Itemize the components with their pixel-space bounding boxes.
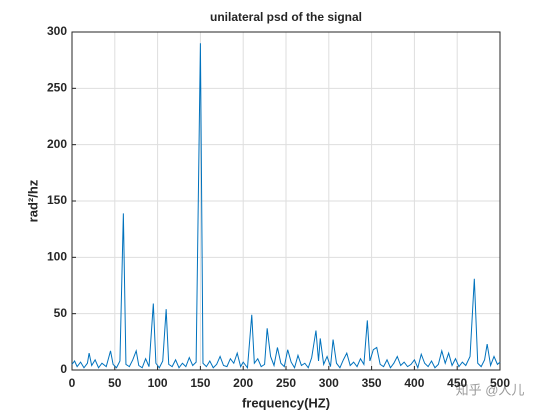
y-tick-label: 100 xyxy=(47,250,67,264)
chart-title: unilateral psd of the signal xyxy=(210,10,362,24)
x-tick-label: 250 xyxy=(276,376,296,390)
x-axis-label: frequency(HZ) xyxy=(242,395,330,410)
x-tick-label: 450 xyxy=(447,376,467,390)
x-tick-label: 0 xyxy=(69,376,76,390)
x-tick-label: 300 xyxy=(319,376,339,390)
x-tick-label: 150 xyxy=(190,376,210,390)
x-tick-label: 350 xyxy=(362,376,382,390)
watermark: 知乎 @人儿 xyxy=(456,382,525,397)
y-tick-label: 300 xyxy=(47,24,67,38)
y-axis-label: rad²/hz xyxy=(25,179,40,222)
y-tick-label: 150 xyxy=(47,193,67,207)
x-tick-label: 500 xyxy=(490,376,510,390)
y-tick-label: 50 xyxy=(54,306,68,320)
y-tick-label: 0 xyxy=(60,362,67,376)
x-tick-label: 200 xyxy=(233,376,253,390)
plot-frame xyxy=(71,31,501,371)
y-tick-label: 250 xyxy=(47,81,67,95)
x-tick-label: 50 xyxy=(108,376,122,390)
psd-line xyxy=(71,43,501,370)
y-tick-label: 200 xyxy=(47,137,67,151)
x-tick-label: 100 xyxy=(148,376,168,390)
x-tick-label: 400 xyxy=(404,376,424,390)
